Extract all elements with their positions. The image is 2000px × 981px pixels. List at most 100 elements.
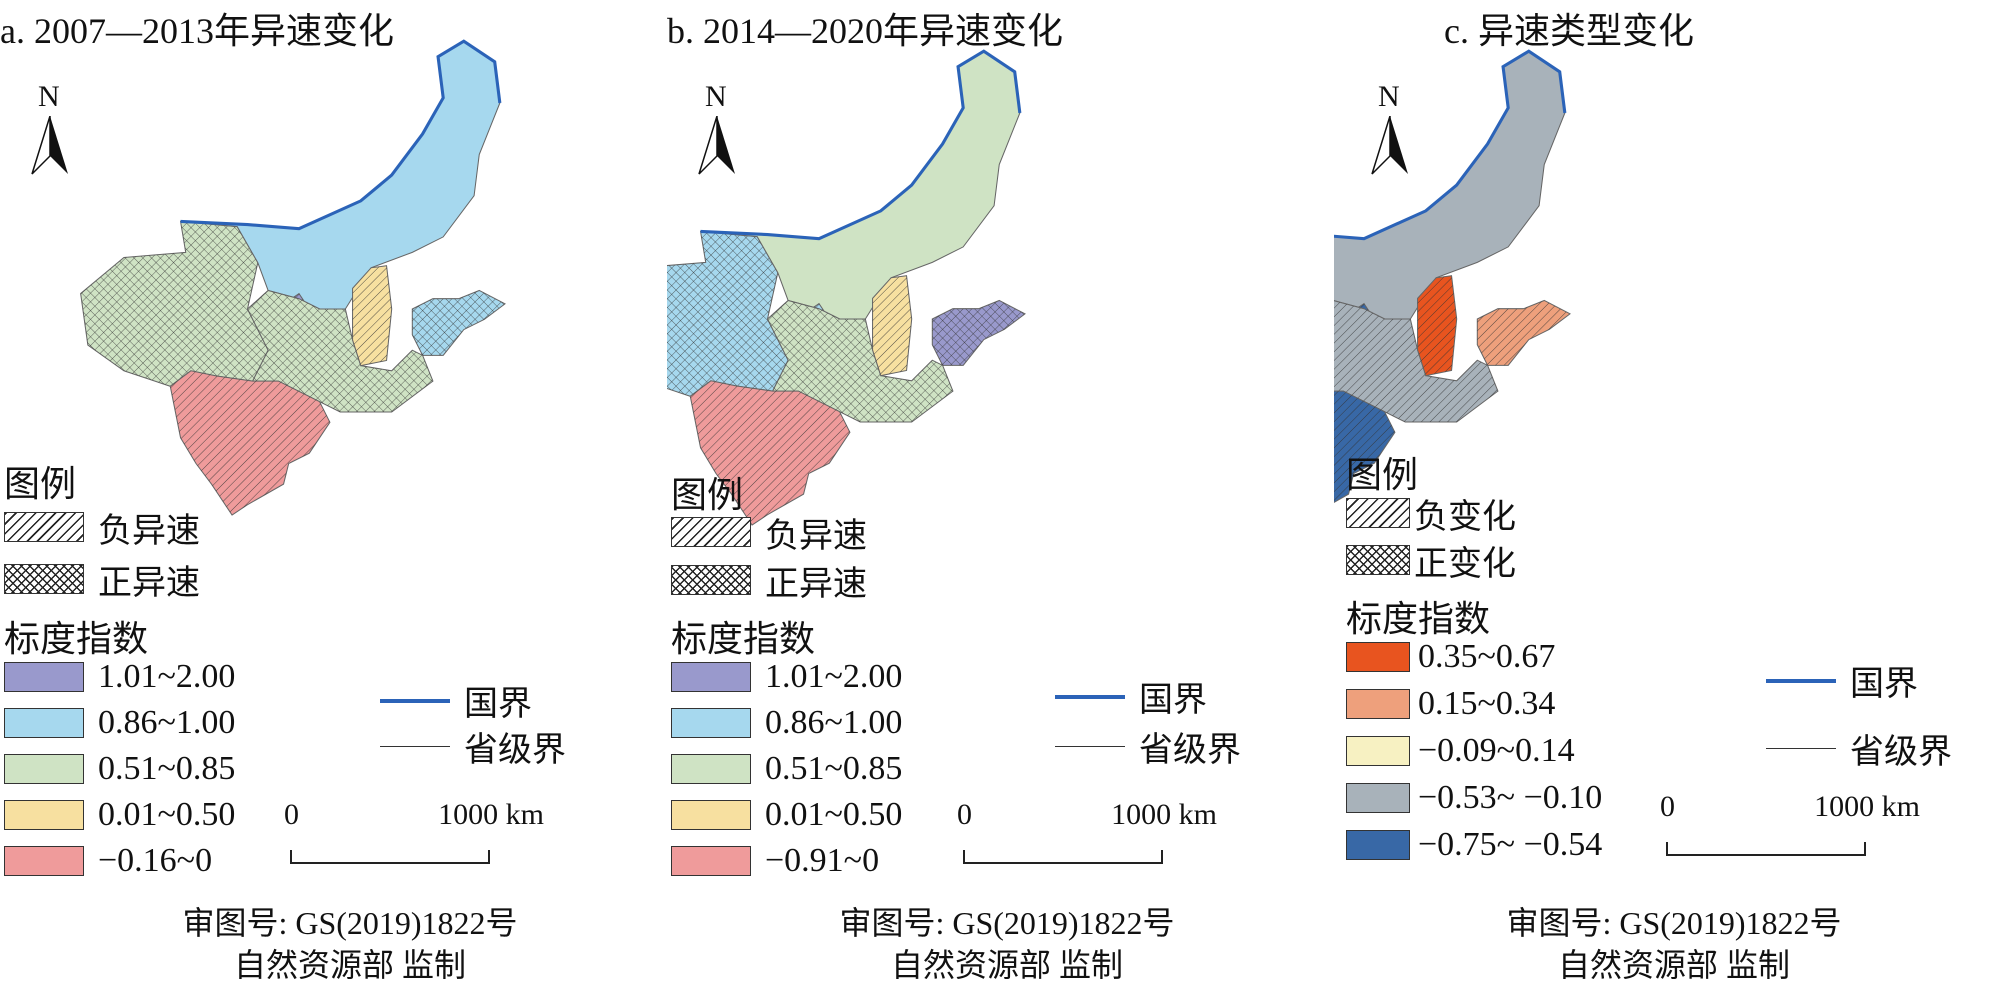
class-swatch: [4, 708, 84, 738]
class-swatch: [671, 662, 751, 692]
legend-class: 0.01~0.50: [671, 796, 903, 833]
class-label: −0.91~0: [765, 842, 880, 879]
boundary-label: 国界: [1139, 682, 1207, 719]
index-title: 标度指数: [671, 619, 816, 659]
approval-number: 审图号: GS(2019)1822号: [839, 905, 1175, 941]
legend-negative: 负异速: [4, 510, 200, 550]
north-label: N: [38, 80, 60, 113]
region-shanxi-hatch: [1417, 275, 1457, 376]
scale-distance: 1000 km: [1111, 798, 1217, 831]
class-swatch: [4, 846, 84, 876]
class-label: 0.01~0.50: [98, 796, 236, 833]
class-swatch: [1346, 783, 1410, 813]
legend-national-boundary: 国界: [380, 676, 532, 725]
class-label: 1.01~2.00: [765, 658, 903, 695]
legend-positive: 正异速: [4, 562, 200, 602]
class-label: 0.51~0.85: [765, 750, 903, 787]
map-a: [80, 39, 506, 516]
class-swatch: [671, 754, 751, 784]
map-group: [667, 49, 1026, 526]
class-label: 0.86~1.00: [98, 704, 236, 741]
legend-class: 0.86~1.00: [671, 704, 902, 741]
legend-label: 正异速: [765, 565, 867, 603]
class-label: 0.51~0.85: [98, 750, 236, 787]
legend-class: 0.35~0.67: [1346, 638, 1555, 675]
class-label: 0.15~0.34: [1418, 685, 1556, 722]
legend-title: 图例: [4, 464, 77, 504]
scale-distance: 1000 km: [438, 798, 544, 831]
national-boundary: [700, 49, 1022, 241]
legend-class: −0.09~0.14: [1346, 732, 1575, 769]
region-shanxi-hatch: [872, 275, 912, 376]
class-swatch: [1346, 689, 1410, 719]
map-panel-c: c. 异速类型变化 N 图例 负变化 正变化 标度指数 0.35~0.67 0.…: [1334, 0, 2000, 981]
class-label: 0.01~0.50: [765, 796, 903, 833]
region-shanxi-hatch: [352, 265, 392, 366]
region-central-hatch: [1334, 300, 1498, 422]
positive-pattern-swatch: [671, 565, 751, 595]
legend-class: 1.01~2.00: [4, 658, 236, 695]
class-label: −0.09~0.14: [1418, 732, 1575, 769]
boundary-label: 国界: [464, 686, 532, 723]
national-boundary-line: [1766, 678, 1836, 683]
class-swatch: [1346, 736, 1410, 766]
north-arrow-icon: N: [697, 80, 737, 180]
legend-class: −0.91~0: [671, 842, 880, 879]
class-swatch: [671, 708, 751, 738]
national-boundary: [180, 39, 502, 231]
legend-national-boundary: 国界: [1766, 656, 1918, 705]
legend-label: 正异速: [98, 564, 200, 602]
map-group: [80, 39, 506, 516]
provincial-boundary-line: [1055, 746, 1125, 747]
class-swatch: [1346, 642, 1410, 672]
national-boundary-line: [380, 698, 450, 703]
legend-provincial-boundary: 省级界: [380, 722, 566, 771]
north-arrow-icon: N: [1370, 80, 1410, 180]
scale-zero: 0: [1660, 790, 1675, 823]
legend-class: −0.16~0: [4, 842, 212, 879]
negative-pattern-swatch: [4, 512, 84, 542]
region-sichuan-hatch: [170, 370, 330, 515]
supervisor: 自然资源部 监制: [890, 947, 1123, 981]
national-boundary: [1334, 49, 1567, 241]
map-panel-b: b. 2014—2020年异速变化 N 图例 负异速 正异速 标度指数 1.01…: [667, 0, 1334, 981]
boundary-label: 省级界: [464, 732, 566, 769]
provincial-boundary-line: [380, 746, 450, 747]
legend-class: 0.01~0.50: [4, 796, 236, 833]
legend-provincial-boundary: 省级界: [1055, 722, 1241, 771]
positive-pattern-swatch: [4, 564, 84, 594]
class-swatch: [671, 846, 751, 876]
legend-positive: 正异速: [671, 563, 867, 603]
legend-class: 1.01~2.00: [671, 658, 903, 695]
class-label: 1.01~2.00: [98, 658, 236, 695]
class-swatch: [671, 800, 751, 830]
boundary-label: 省级界: [1850, 734, 1952, 771]
legend-positive: 正变化: [1346, 543, 1516, 583]
legend-provincial-boundary: 省级界: [1766, 724, 1952, 773]
legend-class: −0.53~ −0.10: [1346, 779, 1602, 816]
legend-label: 正变化: [1414, 545, 1516, 583]
legend-class: −0.75~ −0.54: [1346, 826, 1602, 863]
map-b: [667, 49, 1026, 526]
north-label: N: [705, 80, 727, 113]
panel-title: a. 2007—2013年异速变化: [0, 11, 394, 51]
scale-zero: 0: [957, 798, 972, 831]
boundary-label: 省级界: [1139, 732, 1241, 769]
legend-national-boundary: 国界: [1055, 672, 1207, 721]
north-label: N: [1378, 80, 1400, 113]
scale-bar-line: [1666, 842, 1866, 856]
approval-number: 审图号: GS(2019)1822号: [1506, 905, 1842, 941]
region-sichuan-hatch: [690, 380, 850, 525]
legend-negative: 负变化: [1346, 496, 1516, 536]
index-title: 标度指数: [1346, 599, 1491, 639]
scale-bar: 0 1000 km: [957, 798, 1217, 878]
region-central-hatch: [767, 300, 953, 422]
north-arrow-icon: N: [30, 80, 70, 180]
class-swatch: [1346, 830, 1410, 860]
legend-title: 图例: [1346, 455, 1419, 495]
map-panel-a: a. 2007—2013年异速变化 N 图例 负异速 正异速 标度指数 1.01…: [0, 0, 667, 981]
scale-bar-line: [963, 850, 1163, 864]
region-shandong-hatch: [1477, 300, 1570, 366]
legend-class: 0.86~1.00: [4, 704, 236, 741]
class-swatch: [4, 662, 84, 692]
